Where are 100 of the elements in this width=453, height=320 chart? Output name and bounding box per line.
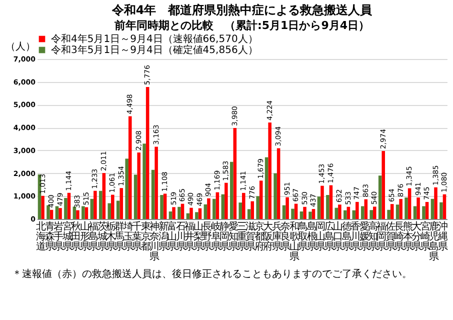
bar	[286, 197, 289, 219]
x-tick-label: 富山県	[167, 220, 178, 252]
x-tick-label: 鹿児島県	[429, 220, 440, 262]
bar	[163, 194, 167, 219]
bar	[416, 197, 420, 219]
bar	[207, 198, 210, 219]
bar	[303, 206, 306, 219]
x-tick-label: 岩手県	[54, 220, 64, 252]
bar	[370, 210, 373, 219]
bar	[151, 170, 155, 219]
bar	[230, 162, 234, 219]
x-tick-label: 熊本県	[402, 220, 413, 252]
bar	[58, 208, 62, 219]
x-tick-label: 山形県	[80, 220, 90, 252]
bar	[76, 210, 80, 219]
bar	[99, 190, 102, 219]
bar	[259, 180, 263, 219]
bar	[247, 209, 251, 219]
bar	[404, 198, 408, 219]
bar	[212, 198, 216, 219]
bar	[224, 182, 228, 219]
bar	[276, 148, 280, 219]
x-tick-label: 岐阜県	[210, 220, 221, 252]
x-tick-label: 高知県	[368, 220, 378, 252]
x-tick-label: 佐賀県	[385, 222, 396, 252]
bar	[442, 194, 446, 219]
bar	[440, 202, 443, 219]
legend-label: 令和4年5月1日～9月4日（速報値66,570人）	[51, 33, 258, 45]
bar	[178, 206, 181, 219]
x-tick-label: 石川県	[176, 222, 186, 252]
bar	[291, 208, 294, 219]
bar	[180, 204, 184, 219]
bar	[238, 202, 242, 219]
bar	[160, 195, 164, 219]
x-tick-label: 島根県	[306, 220, 317, 252]
bar	[216, 192, 220, 219]
x-tick-label: 北海道	[36, 220, 46, 252]
bar	[67, 192, 71, 219]
bar	[134, 174, 138, 219]
x-tick-label: 東京都	[140, 220, 151, 252]
bar	[422, 206, 426, 219]
bar	[50, 210, 54, 219]
x-tick-label: 山梨県	[193, 220, 204, 252]
bar	[408, 188, 412, 219]
bar	[116, 200, 120, 219]
bar	[378, 176, 382, 219]
bar	[146, 86, 150, 219]
bar	[300, 211, 304, 219]
x-tick-label: 大分県	[412, 220, 422, 252]
bar	[282, 205, 286, 219]
bar	[221, 194, 225, 219]
x-tick-label: 奈良県	[280, 222, 291, 252]
x-tick-label: 和歌山県	[289, 220, 300, 262]
bar	[268, 122, 272, 219]
bar	[111, 194, 114, 219]
bar	[82, 206, 85, 219]
bar	[274, 173, 277, 219]
chart-title: 令和4年 都道府県別熱中症による救急搬送人員	[110, 3, 374, 17]
x-tick-label: 長崎県	[394, 222, 404, 252]
bar	[120, 188, 124, 219]
bar	[125, 158, 128, 219]
bar	[46, 205, 50, 219]
bar	[329, 185, 333, 219]
x-tick-label: 山口県	[333, 220, 344, 252]
bar	[190, 208, 193, 219]
bar	[94, 190, 97, 219]
bar	[41, 196, 44, 219]
y-axis-title: （人）	[6, 42, 36, 52]
bar	[434, 187, 438, 219]
x-tick-label: 京都府	[254, 220, 264, 252]
bar	[64, 198, 68, 219]
bar	[137, 152, 140, 219]
bar	[198, 208, 202, 219]
bar	[372, 206, 376, 219]
bar	[264, 157, 268, 219]
x-tick-label: 群馬県	[114, 220, 125, 252]
x-tick-label: 静岡県	[220, 220, 230, 252]
bar	[425, 202, 429, 219]
x-tick-label: 広島県	[324, 220, 334, 252]
x-tick-label: 三重県	[237, 222, 247, 252]
x-tick-label: 福井県	[184, 220, 195, 252]
bar	[142, 144, 146, 219]
bar	[326, 195, 330, 219]
bar	[294, 204, 298, 219]
bar	[390, 204, 394, 219]
bar	[233, 128, 237, 219]
x-tick-label: 香川県	[350, 220, 361, 252]
x-tick-label: 滋賀県	[246, 220, 256, 252]
x-tick-label: 秋田県	[71, 220, 82, 252]
x-tick-label: 徳島県	[342, 222, 352, 252]
text: ＊速報値（赤）の救急搬送人員は、後日修正されることもありますのでご了承ください。	[12, 268, 412, 280]
x-tick-label: 千葉県	[132, 220, 142, 252]
x-tick-label: 愛媛県	[359, 220, 370, 252]
x-tick-label: 青森県	[44, 220, 55, 252]
bar	[338, 204, 342, 219]
bar	[356, 202, 359, 219]
bar	[102, 173, 106, 219]
bar	[154, 146, 158, 219]
bar	[382, 151, 385, 219]
x-tick-label: 福島県	[88, 220, 99, 252]
